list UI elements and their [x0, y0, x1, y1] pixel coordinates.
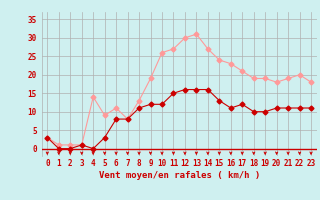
Text: 6: 6: [114, 159, 118, 168]
Text: 20: 20: [272, 159, 281, 168]
Text: 9: 9: [148, 159, 153, 168]
Text: 10: 10: [157, 159, 167, 168]
Text: 4: 4: [91, 159, 95, 168]
Text: 13: 13: [192, 159, 201, 168]
Text: 16: 16: [226, 159, 236, 168]
Text: 12: 12: [180, 159, 189, 168]
Text: 21: 21: [284, 159, 293, 168]
Text: 23: 23: [307, 159, 316, 168]
Text: 8: 8: [137, 159, 141, 168]
Text: 3: 3: [79, 159, 84, 168]
Text: 18: 18: [249, 159, 258, 168]
Text: 15: 15: [215, 159, 224, 168]
Text: 2: 2: [68, 159, 73, 168]
Text: 7: 7: [125, 159, 130, 168]
Text: 14: 14: [203, 159, 212, 168]
Text: 22: 22: [295, 159, 304, 168]
Text: 11: 11: [169, 159, 178, 168]
Text: 19: 19: [260, 159, 270, 168]
Text: Vent moyen/en rafales ( km/h ): Vent moyen/en rafales ( km/h ): [99, 171, 260, 180]
Text: 1: 1: [57, 159, 61, 168]
Text: 17: 17: [238, 159, 247, 168]
Text: 5: 5: [102, 159, 107, 168]
Text: 0: 0: [45, 159, 50, 168]
